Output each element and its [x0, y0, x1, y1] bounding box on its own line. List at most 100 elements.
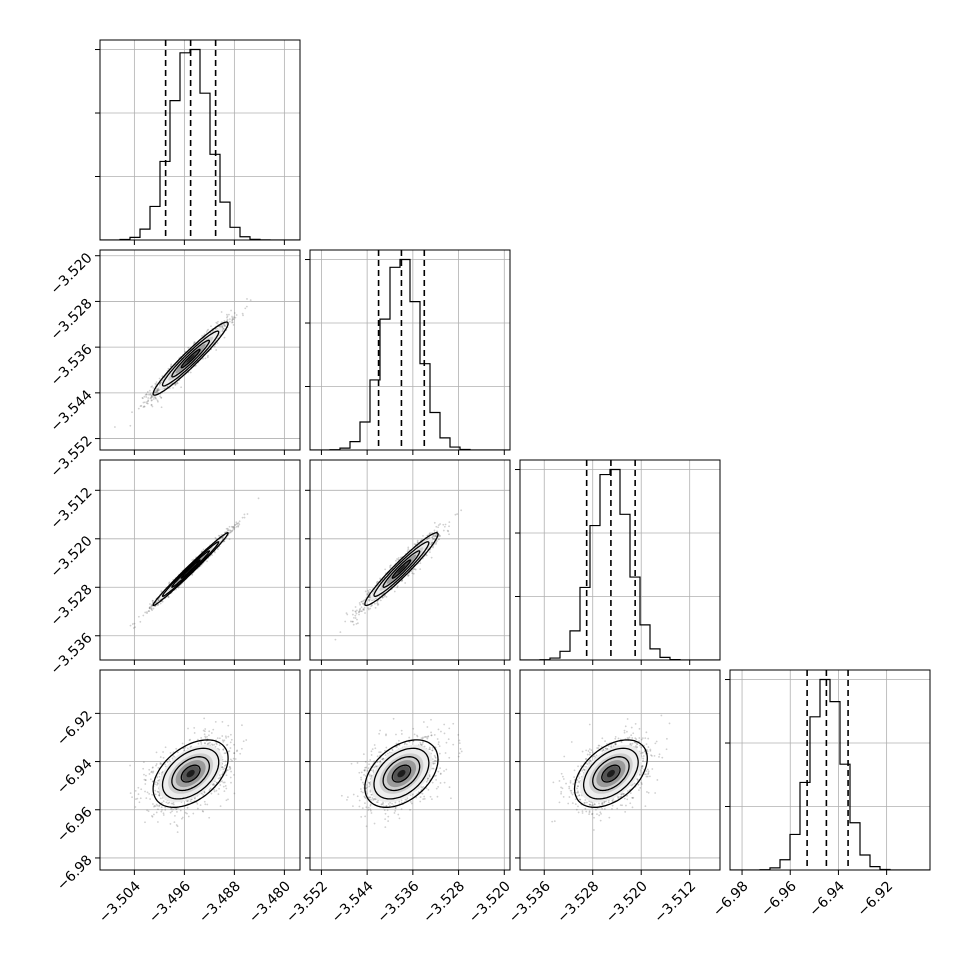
- scatter-point: [231, 739, 233, 741]
- scatter-point: [407, 547, 409, 549]
- scatter-point: [356, 619, 358, 621]
- scatter-point: [217, 321, 219, 323]
- scatter-point: [414, 568, 416, 570]
- scatter-point: [417, 540, 419, 542]
- scatter-point: [227, 319, 229, 321]
- scatter-point: [202, 794, 204, 796]
- scatter-point: [355, 606, 357, 608]
- scatter-point: [376, 603, 378, 605]
- scatter-point: [203, 549, 205, 551]
- scatter-point: [151, 794, 153, 796]
- scatter-point: [225, 788, 227, 790]
- scatter-point: [133, 627, 135, 629]
- scatter-point: [396, 558, 398, 560]
- scatter-point: [226, 317, 228, 319]
- scatter-point: [233, 758, 235, 760]
- scatter-point: [173, 821, 175, 823]
- scatter-point: [370, 605, 372, 607]
- scatter-point: [359, 604, 361, 606]
- panel-content: [310, 250, 510, 450]
- scatter-point: [131, 411, 133, 413]
- scatter-point: [244, 514, 246, 516]
- scatter-point: [214, 346, 216, 348]
- panel-content: [100, 40, 300, 240]
- scatter-point: [206, 804, 208, 806]
- scatter-point: [215, 349, 217, 351]
- scatter-point: [232, 529, 234, 531]
- scatter-point: [149, 398, 151, 400]
- histogram-panel: [515, 460, 720, 660]
- scatter-point: [438, 524, 440, 526]
- scatter-point: [437, 526, 439, 528]
- scatter-point: [229, 538, 231, 540]
- scatter-point: [377, 601, 379, 603]
- scatter-point: [456, 513, 458, 515]
- scatter-point: [236, 526, 238, 528]
- scatter-point: [146, 809, 148, 811]
- scatter-point: [175, 384, 177, 386]
- scatter-point: [231, 320, 233, 322]
- scatter-point: [188, 816, 190, 818]
- scatter-point: [151, 396, 153, 398]
- scatter-point: [434, 530, 436, 532]
- scatter-point: [200, 741, 202, 743]
- scatter-point: [161, 802, 163, 804]
- scatter-point: [149, 390, 151, 392]
- scatter-point: [180, 386, 182, 388]
- scatter-point: [149, 607, 151, 609]
- scatter-point: [448, 521, 450, 523]
- scatter-point: [235, 521, 237, 523]
- scatter-point: [224, 337, 226, 339]
- scatter-point: [229, 531, 231, 533]
- scatter-point: [192, 813, 194, 815]
- scatter-point: [211, 732, 213, 734]
- scatter-point: [135, 790, 137, 792]
- scatter-point: [197, 808, 199, 810]
- scatter-point: [448, 525, 450, 527]
- scatter-point: [170, 752, 172, 754]
- scatter-point: [238, 524, 240, 526]
- scatter-point: [161, 406, 163, 408]
- scatter-point: [367, 590, 369, 592]
- scatter-point: [231, 526, 233, 528]
- scatter-point: [455, 514, 457, 516]
- scatter-point: [361, 606, 363, 608]
- scatter-point: [433, 534, 435, 536]
- panel-content: [310, 460, 510, 660]
- scatter-point: [352, 614, 354, 616]
- scatter-point: [187, 347, 189, 349]
- scatter-panel: [100, 670, 300, 870]
- scatter-point: [244, 517, 246, 519]
- scatter-point: [224, 325, 226, 327]
- scatter-point: [230, 747, 232, 749]
- scatter-point: [242, 517, 244, 519]
- scatter-point: [353, 624, 355, 626]
- scatter-point: [160, 397, 162, 399]
- scatter-point: [364, 612, 366, 614]
- scatter-point: [395, 560, 397, 562]
- scatter-point: [159, 378, 161, 380]
- scatter-point: [151, 400, 153, 402]
- scatter-point: [242, 314, 244, 316]
- scatter-point: [445, 524, 447, 526]
- scatter-point: [140, 405, 142, 407]
- scatter-point: [205, 357, 207, 359]
- scatter-point: [229, 768, 231, 770]
- scatter-point: [208, 730, 210, 732]
- scatter-point: [359, 602, 361, 604]
- scatter-point: [145, 797, 147, 799]
- scatter-point: [397, 585, 399, 587]
- scatter-point: [339, 631, 341, 633]
- scatter-point: [232, 322, 234, 324]
- scatter-point: [356, 613, 358, 615]
- scatter-point: [247, 513, 249, 515]
- scatter-point: [368, 592, 370, 594]
- scatter-point: [114, 426, 116, 428]
- scatter-point: [384, 596, 386, 598]
- scatter-point: [258, 497, 260, 499]
- scatter-point: [160, 590, 162, 592]
- scatter-point: [221, 311, 223, 313]
- scatter-point: [220, 805, 222, 807]
- scatter-panel: [100, 250, 300, 450]
